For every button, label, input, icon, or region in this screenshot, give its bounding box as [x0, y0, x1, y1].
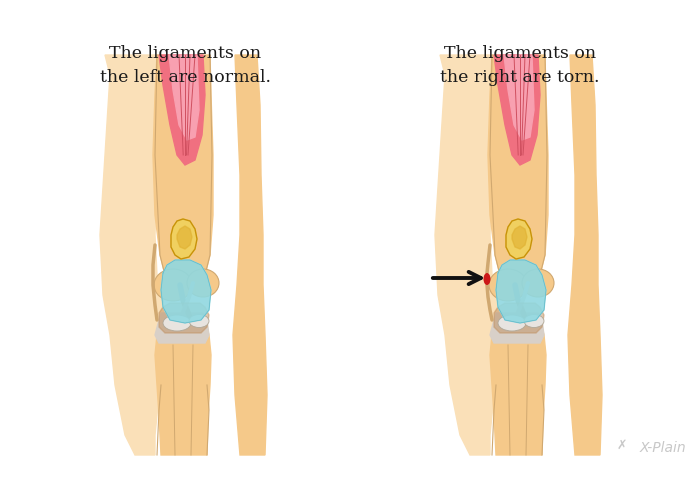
Polygon shape	[504, 55, 534, 140]
Polygon shape	[153, 55, 213, 275]
Polygon shape	[490, 320, 546, 455]
Polygon shape	[159, 303, 209, 333]
Text: X-Plain: X-Plain	[640, 441, 687, 455]
Polygon shape	[155, 313, 209, 343]
Ellipse shape	[154, 269, 192, 301]
Polygon shape	[169, 55, 199, 140]
Polygon shape	[233, 55, 267, 455]
Polygon shape	[496, 260, 546, 323]
Ellipse shape	[489, 269, 527, 301]
Polygon shape	[100, 55, 165, 455]
Polygon shape	[161, 260, 211, 323]
Polygon shape	[435, 55, 500, 455]
Polygon shape	[490, 313, 544, 343]
Polygon shape	[512, 226, 527, 249]
Ellipse shape	[187, 269, 219, 297]
Text: The ligaments on
the right are torn.: The ligaments on the right are torn.	[440, 45, 600, 85]
Polygon shape	[506, 219, 532, 259]
Polygon shape	[155, 320, 211, 455]
Polygon shape	[159, 55, 205, 165]
Polygon shape	[488, 55, 548, 275]
Ellipse shape	[498, 315, 526, 331]
Text: ✗: ✗	[617, 439, 627, 452]
Ellipse shape	[189, 314, 209, 327]
Polygon shape	[494, 303, 544, 333]
Ellipse shape	[524, 314, 544, 327]
Text: The ligaments on
the left are normal.: The ligaments on the left are normal.	[99, 45, 270, 85]
Polygon shape	[568, 55, 602, 455]
Ellipse shape	[484, 273, 491, 285]
Polygon shape	[177, 226, 192, 249]
Ellipse shape	[163, 315, 191, 331]
Ellipse shape	[522, 269, 554, 297]
Polygon shape	[494, 55, 540, 165]
Polygon shape	[171, 219, 197, 259]
